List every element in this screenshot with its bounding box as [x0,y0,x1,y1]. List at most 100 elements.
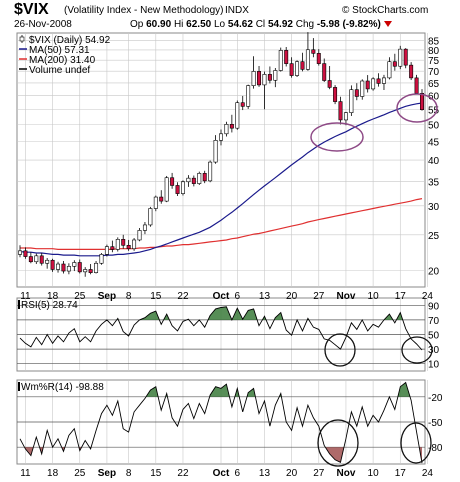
candle-body [295,61,300,76]
candle [61,260,66,274]
candle [180,180,185,196]
candle-body [392,61,397,67]
candle [39,252,44,266]
x-tick-label: 20 [286,468,298,479]
candle-body [142,224,147,231]
candle [376,73,381,87]
candle [398,45,403,70]
low-label: Lo [213,19,226,30]
candle-body [164,177,169,202]
candle [110,240,115,253]
x-tick-label: 22 [177,468,189,479]
x-tick-label: Nov [336,291,355,302]
legend-candle-icon-body [19,36,25,42]
x-tick-label: 15 [150,291,162,302]
rsi-y-tick-label: 10 [428,360,440,371]
candle [262,71,267,110]
williams-y-tick-label: -20 [428,393,443,404]
high-label: Hi [173,19,184,30]
candle-body [175,185,180,194]
candle-body [191,177,196,184]
rsi-overbought-fill [383,314,394,320]
x-tick-label: 13 [259,468,271,479]
ma200-line [20,198,423,250]
candle [148,206,153,227]
x-tick-label: Oct [213,291,230,302]
williams-line [19,381,423,464]
rsi-overbought-fill [231,308,258,320]
candle [164,175,169,203]
price-y-tick-label: 55 [428,105,440,116]
candle [202,170,207,184]
candle [267,66,272,84]
candle [126,239,131,251]
candle [360,79,365,100]
candle [142,221,147,235]
price-y-tick-label: 35 [428,177,440,188]
candle-body [414,77,419,94]
candle-body [343,112,348,121]
candle-body [77,262,82,273]
candle-body [61,263,66,272]
quote-date: 26-Nov-2008 [14,19,72,30]
symbol-title: $VIX [14,1,49,18]
candle-body [284,50,289,64]
candle-body [202,173,207,182]
annotation-circle [396,93,438,123]
candle [403,48,408,69]
candle [34,253,39,265]
williams-overbought-fill [246,388,256,397]
candle [66,263,71,275]
x-tick-label: 18 [47,468,59,479]
low-value: 54.62 [227,19,253,30]
candle [349,85,354,116]
candle [77,259,82,274]
x-tick-label: 11 [20,468,31,479]
candle-body [180,181,185,194]
price-y-tick-label: 85 [428,36,440,47]
open-label: Op [130,19,144,30]
x-tick-label: 11 [20,291,31,302]
candle [208,160,213,183]
candle [387,57,392,80]
candle-body [121,239,126,246]
candle [311,38,316,58]
high-value: 62.50 [186,19,212,30]
x-tick-label: Sep [98,468,116,479]
candle-body [278,50,283,71]
x-tick-label: 25 [74,291,86,302]
rsi-y-tick-label: 90 [428,301,440,312]
annotation-circle [324,333,356,367]
candle [197,171,202,185]
copyright-label: © StockCharts.com [342,5,429,16]
candle [137,227,142,242]
candle [322,58,327,82]
candle-body [28,256,33,263]
candle [420,89,424,111]
price-y-tick-label: 65 [428,79,440,90]
candle-body [50,259,55,270]
candle-body [99,254,104,264]
candle-body [197,173,202,184]
candle [159,190,164,204]
x-tick-label: 24 [422,291,434,302]
price-y-tick-label: 60 [428,92,440,103]
x-tick-label: 10 [368,468,380,479]
candle [289,57,294,78]
candle-body [110,246,115,250]
x-tick-label: 25 [74,468,86,479]
rsi-overbought-fill [163,314,170,320]
candle [72,260,77,272]
x-tick-label: 27 [313,468,325,479]
candle [392,53,397,71]
candle-body [354,89,359,97]
candle [409,62,414,81]
symbol-description: (Volatility Index - New Methodology) [64,5,224,16]
price-legend-label: MA(50) 57.31 [29,45,90,56]
rsi-y-tick-label: 50 [428,331,440,342]
candle [278,47,283,72]
price-y-tick-label: 80 [428,46,440,57]
williams-overbought-fill [397,382,411,397]
candle [115,237,120,252]
candle-body [262,74,267,86]
